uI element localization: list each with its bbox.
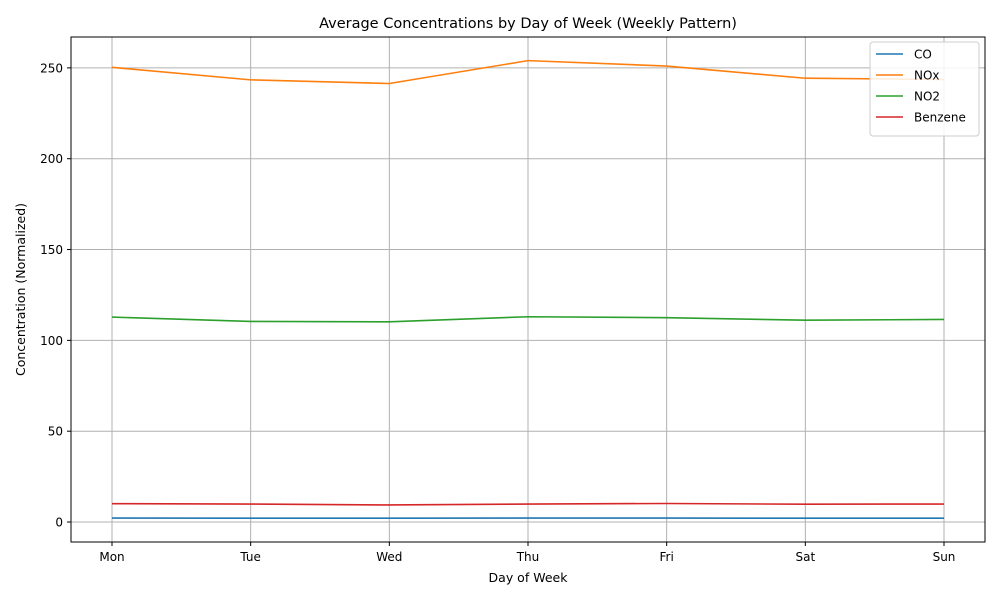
x-axis-label: Day of Week bbox=[489, 570, 569, 585]
y-tick-label: 0 bbox=[55, 516, 63, 530]
series-line-benzene bbox=[112, 503, 944, 504]
x-tick-label: Sat bbox=[795, 550, 815, 564]
x-tick-label: Mon bbox=[99, 550, 124, 564]
legend-label: CO bbox=[914, 48, 932, 62]
y-tick-label: 50 bbox=[48, 425, 63, 439]
legend: CO NOx NO2 Benzene bbox=[870, 42, 979, 136]
y-tick-label: 150 bbox=[40, 243, 63, 257]
y-tick-label: 200 bbox=[40, 152, 63, 166]
grid-lines bbox=[71, 37, 985, 542]
legend-label: NOx bbox=[914, 69, 940, 83]
y-axis-label: Concentration (Normalized) bbox=[13, 203, 28, 376]
x-tick-label: Thu bbox=[516, 550, 540, 564]
x-tick-label: Tue bbox=[239, 550, 261, 564]
x-tick-label: Fri bbox=[660, 550, 674, 564]
chart-title: Average Concentrations by Day of Week (W… bbox=[319, 16, 737, 32]
legend-label: Benzene bbox=[914, 111, 966, 125]
y-tick-label: 100 bbox=[40, 334, 63, 348]
x-axis-ticks: Mon Tue Wed Thu Fri Sat Sun bbox=[99, 542, 955, 564]
legend-label: NO2 bbox=[914, 90, 940, 104]
y-tick-label: 250 bbox=[40, 61, 63, 75]
y-axis-ticks: 0 50 100 150 200 250 bbox=[40, 61, 71, 529]
x-tick-label: Sun bbox=[933, 550, 956, 564]
x-tick-label: Wed bbox=[376, 550, 402, 564]
